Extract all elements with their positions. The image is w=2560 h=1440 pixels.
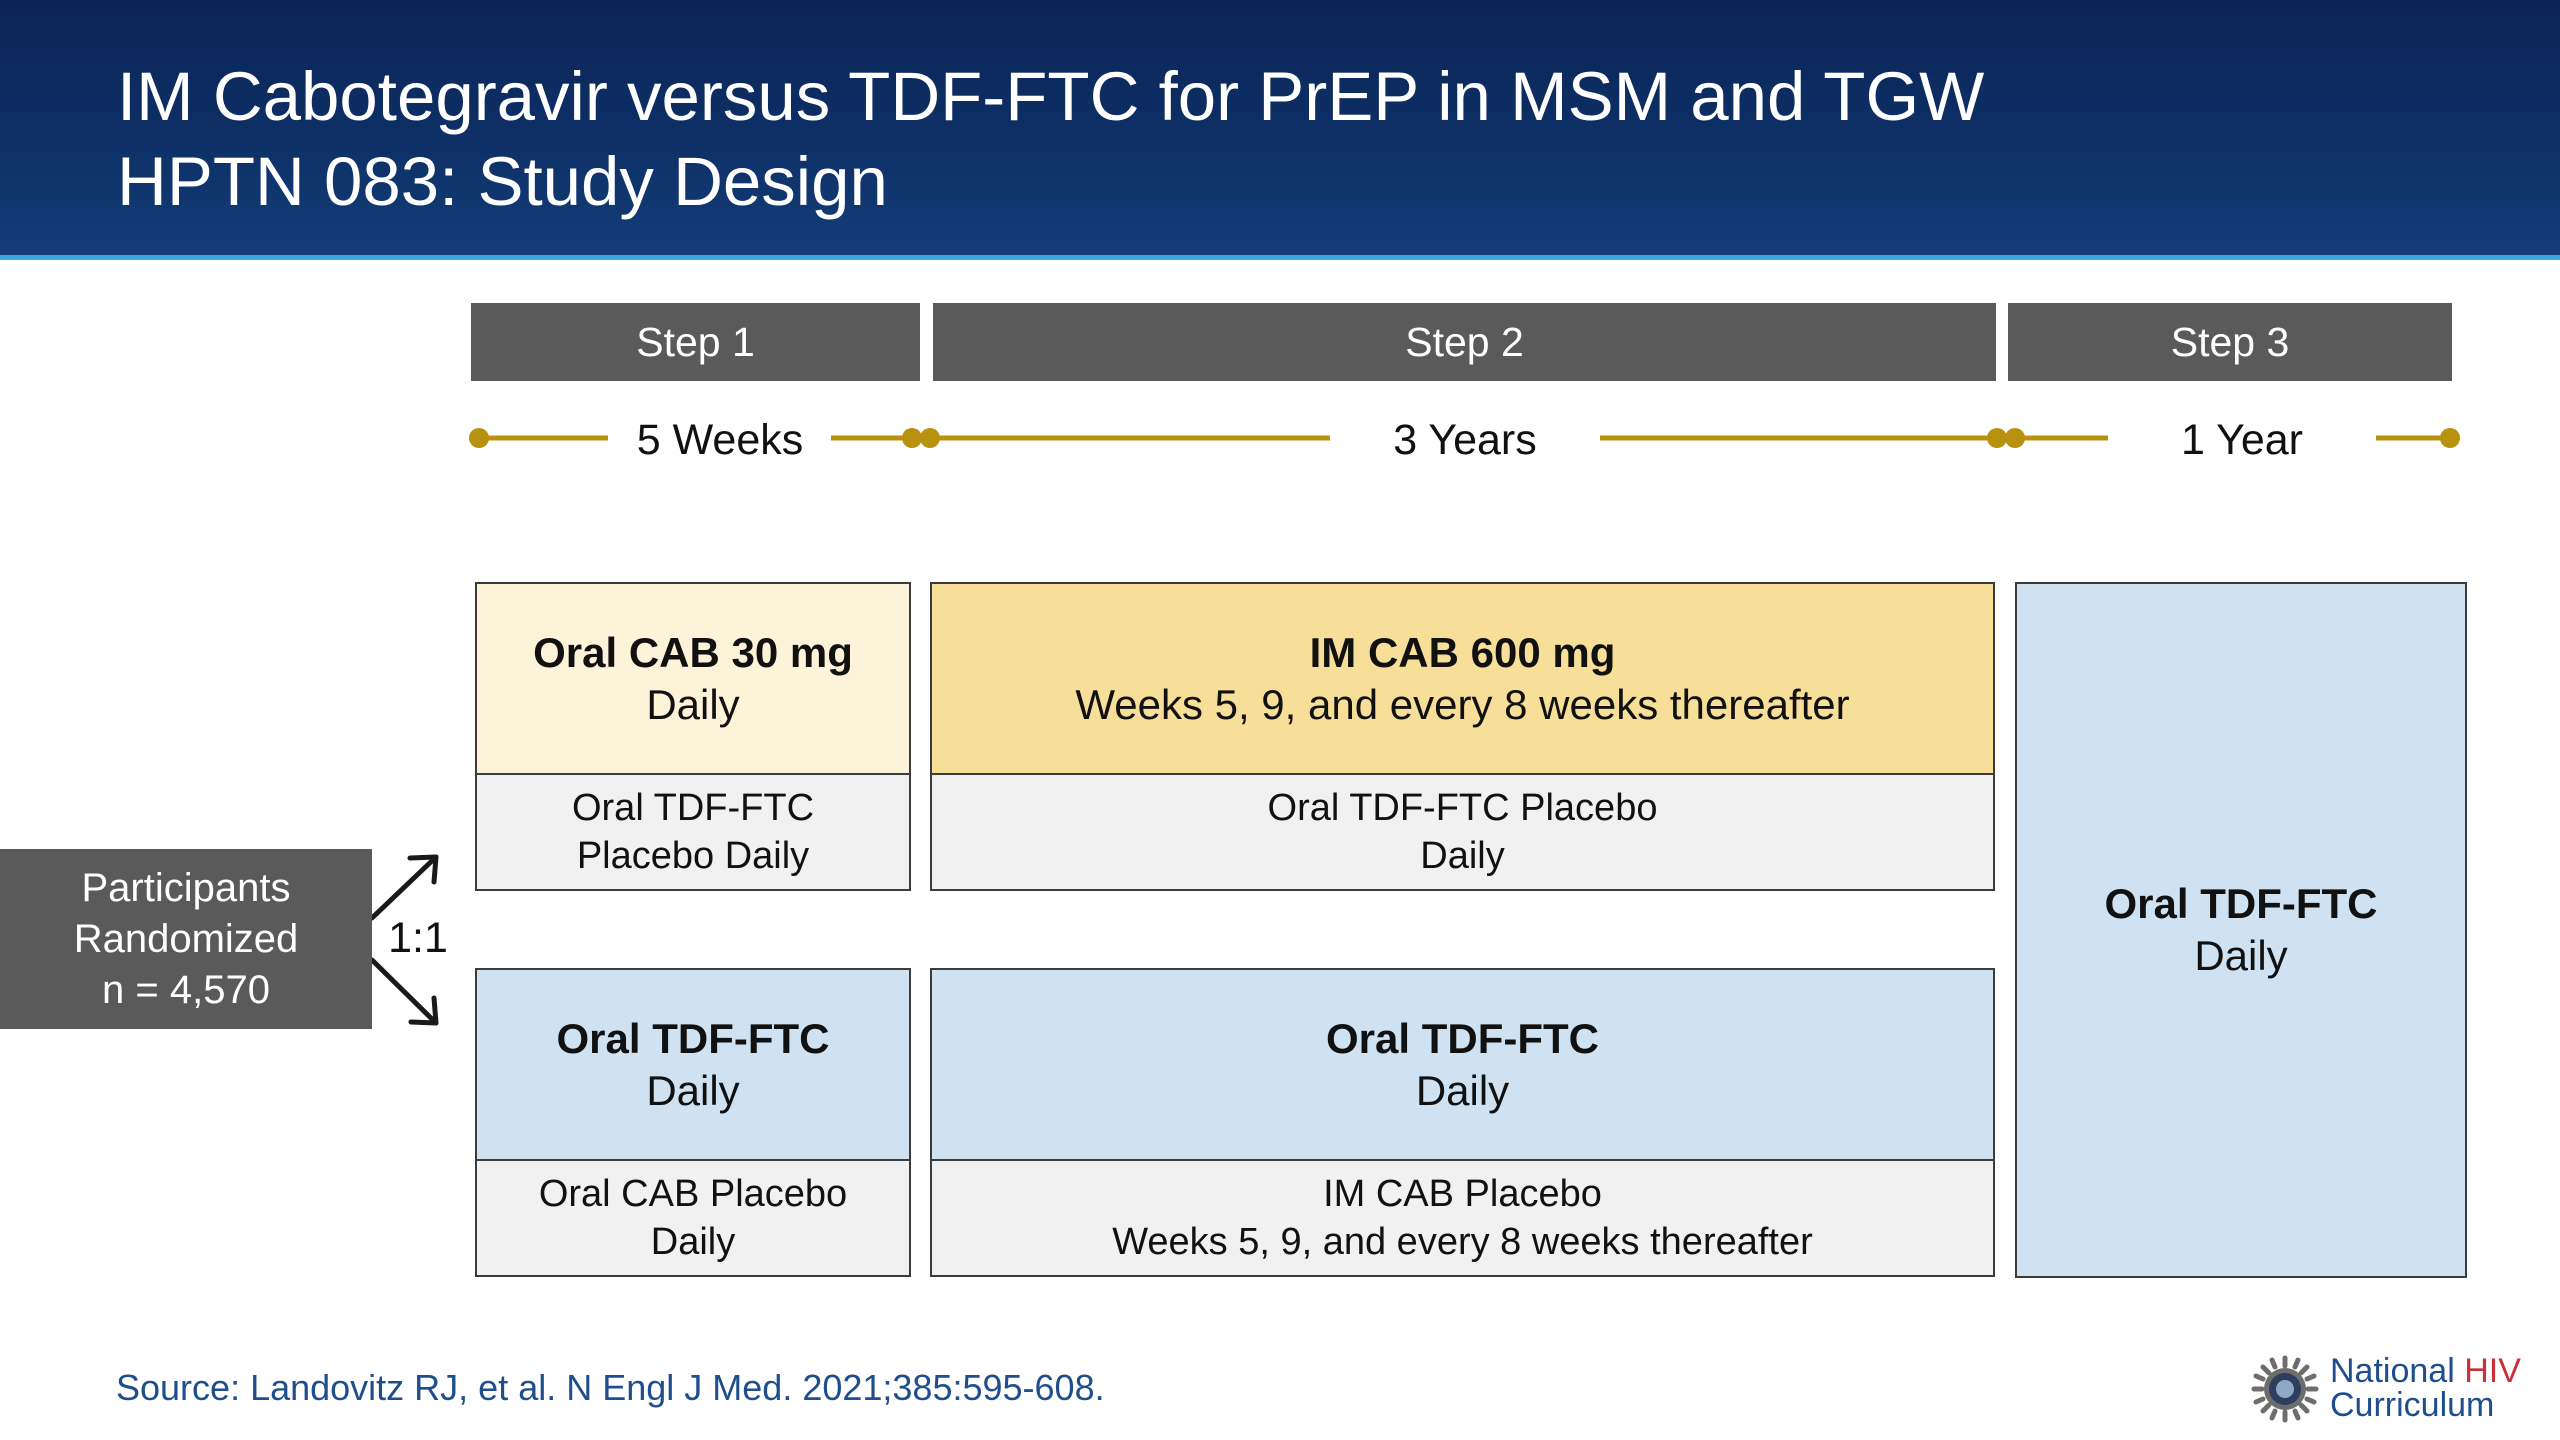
step3-box: Oral TDF-FTC Daily: [2015, 582, 2467, 1278]
timeline-dot: [902, 428, 922, 448]
step-2-bar: Step 2: [933, 303, 1996, 381]
logo-wordmark: National HIV Curriculum: [2330, 1354, 2521, 1422]
arrow-down-head: [408, 995, 439, 1026]
arrow-down-shaft: [369, 957, 439, 1026]
timeline-dot: [2440, 428, 2460, 448]
box-title: Oral CAB 30 mg: [533, 628, 853, 676]
arrow-up-shaft: [369, 854, 439, 921]
box-line: Oral TDF-FTC: [571, 787, 815, 829]
randomization-line: Participants: [81, 865, 291, 910]
box-title: Oral TDF-FTC: [556, 1014, 830, 1062]
randomization-ratio: 1:1: [388, 913, 448, 962]
arm-b-step1-active-box: Oral TDF-FTC Daily: [475, 968, 911, 1161]
timeline-dot: [1987, 428, 2007, 448]
box-line: Oral TDF-FTC Placebo: [1267, 787, 1658, 829]
step-1-duration: 5 Weeks: [636, 415, 804, 464]
box-line: Weeks 5, 9, and every 8 weeks thereafter: [1112, 1221, 1813, 1263]
box-subtitle: Daily: [646, 680, 740, 728]
logo-word-curriculum: Curriculum: [2330, 1386, 2495, 1424]
randomization-count: n = 4,570: [102, 967, 270, 1012]
box-subtitle: Daily: [646, 1066, 740, 1114]
arm-b-step2-placebo-box: IM CAB Placebo Weeks 5, 9, and every 8 w…: [930, 1159, 1995, 1277]
timeline-dot: [2005, 428, 2025, 448]
box-subtitle: Daily: [2194, 932, 2288, 979]
sun-gear-icon: [2251, 1355, 2319, 1423]
arm-a-step1-placebo-box: Oral TDF-FTC Placebo Daily: [475, 773, 911, 891]
box-line: Daily: [650, 1221, 736, 1263]
box-subtitle: Weeks 5, 9, and every 8 weeks thereafter: [1075, 680, 1850, 728]
logo-word-hiv: HIV: [2464, 1352, 2521, 1390]
step-3-duration: 1 Year: [2181, 415, 2303, 464]
step-1-bar: Step 1: [471, 303, 920, 381]
box-title: Oral TDF-FTC: [2104, 880, 2378, 927]
timeline-dot: [920, 428, 940, 448]
arm-b-step1-placebo-box: Oral CAB Placebo Daily: [475, 1159, 911, 1277]
title-banner: IM Cabotegravir versus TDF-FTC for PrEP …: [0, 0, 2560, 260]
box-line: IM CAB Placebo: [1323, 1173, 1602, 1215]
randomization-box: Participants Randomized n = 4,570: [0, 849, 372, 1029]
arm-a-step1-active-box: Oral CAB 30 mg Daily: [475, 582, 911, 775]
arm-a-step2-active-box: IM CAB 600 mg Weeks 5, 9, and every 8 we…: [930, 582, 1995, 775]
timeline-dot: [469, 428, 489, 448]
source-citation: Source: Landovitz RJ, et al. N Engl J Me…: [116, 1367, 1105, 1408]
arrow-up-head: [407, 854, 439, 885]
box-line: Placebo Daily: [576, 835, 810, 877]
arm-b-step2-active-box: Oral TDF-FTC Daily: [930, 968, 1995, 1161]
slide-subtitle: HPTN 083: Study Design: [117, 143, 888, 220]
step-3-bar: Step 3: [2008, 303, 2452, 381]
box-line: Daily: [1420, 835, 1505, 877]
arm-a-step2-placebo-box: Oral TDF-FTC Placebo Daily: [930, 773, 1995, 891]
logo-word-national: National: [2330, 1352, 2465, 1390]
step-2-duration: 3 Years: [1393, 415, 1537, 464]
randomization-line: Randomized: [73, 916, 299, 961]
box-title: IM CAB 600 mg: [1309, 628, 1616, 676]
box-subtitle: Daily: [1415, 1066, 1510, 1114]
box-line: Oral CAB Placebo: [538, 1173, 848, 1215]
slide-title: IM Cabotegravir versus TDF-FTC for PrEP …: [117, 58, 1985, 135]
national-hiv-curriculum-logo: National HIV Curriculum: [2250, 1352, 2550, 1428]
box-title: Oral TDF-FTC: [1326, 1014, 1599, 1062]
